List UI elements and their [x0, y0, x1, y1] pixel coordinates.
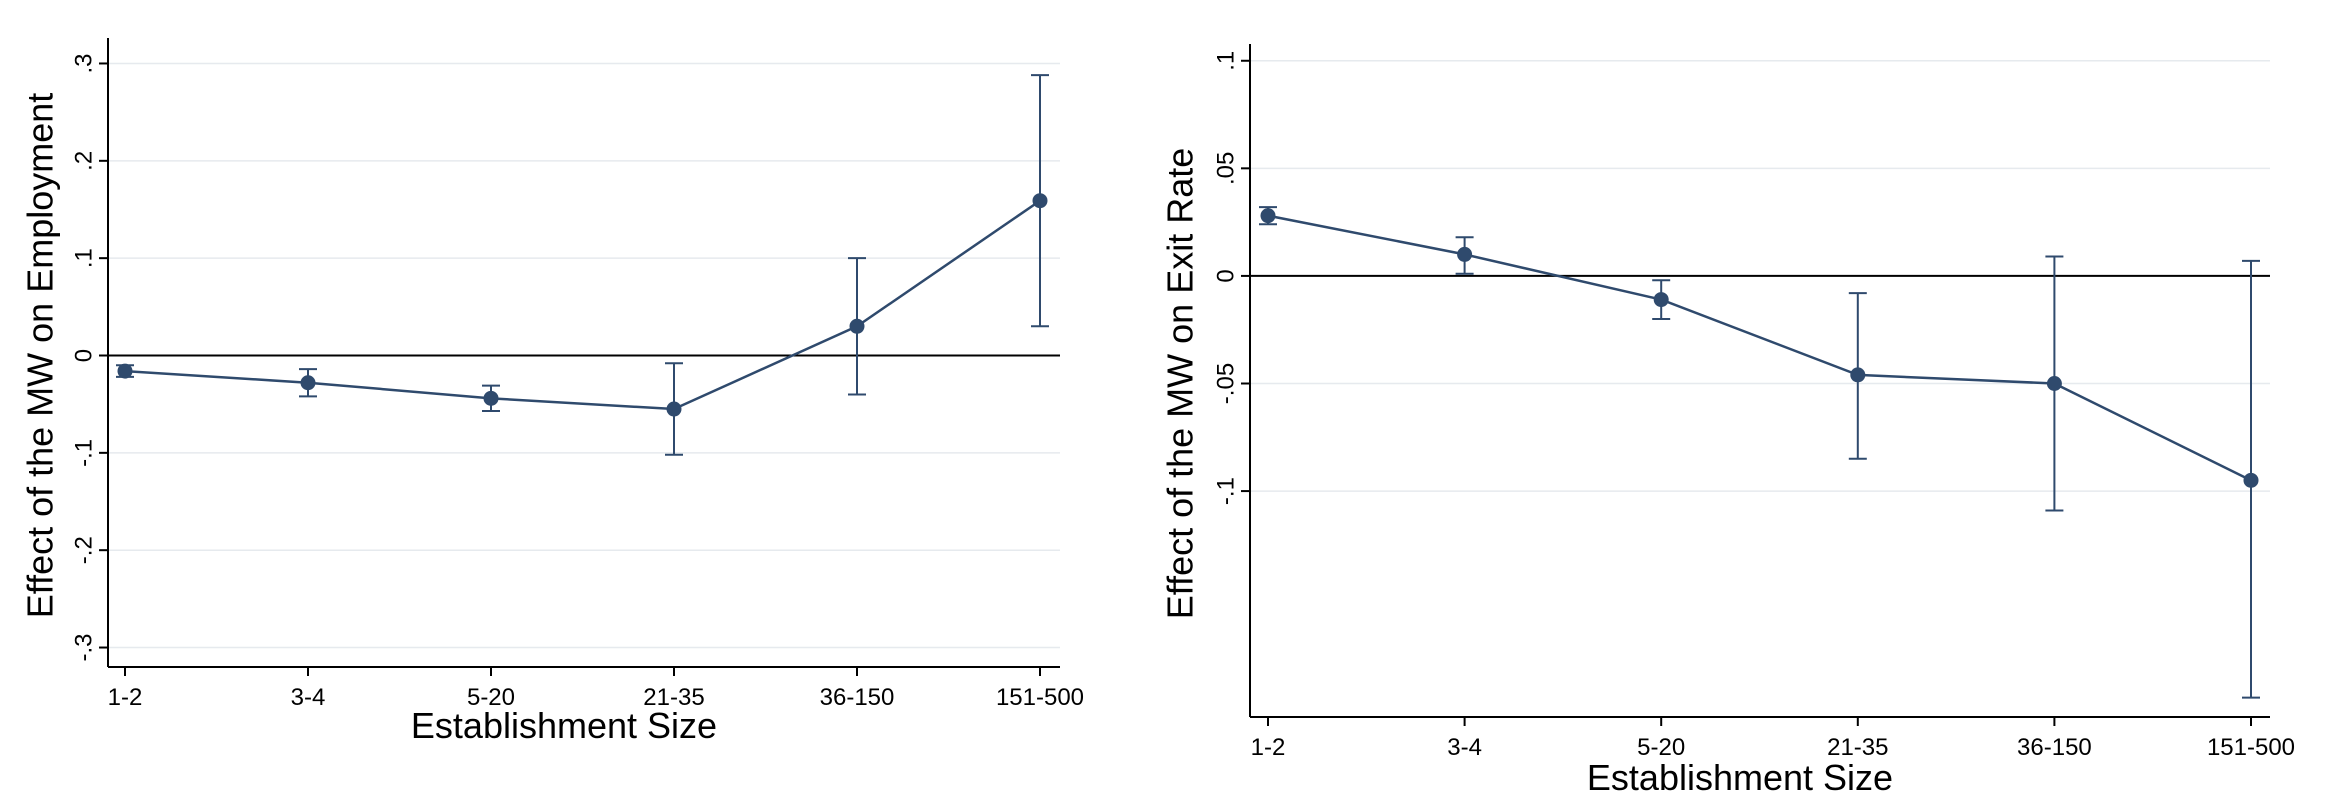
x-tick-label: 36-150 — [820, 684, 895, 711]
data-point — [1850, 367, 1866, 383]
y-tick-label: 0 — [71, 349, 98, 362]
x-tick-label: 21-35 — [643, 684, 704, 711]
data-point — [300, 375, 316, 391]
y-tick-label: -.05 — [1213, 363, 1240, 404]
x-tick-label: 5-20 — [1637, 734, 1685, 761]
data-point — [1653, 292, 1669, 308]
series-line — [1267, 214, 2252, 482]
y-tick-label: .2 — [71, 151, 98, 171]
y-axis-title: Effect of the MW on Employment — [20, 93, 61, 619]
data-point — [117, 363, 133, 379]
x-tick-label: 5-20 — [467, 684, 515, 711]
y-axis-title: Effect of the MW on Exit Rate — [1160, 148, 1201, 620]
y-tick-label: 0 — [1213, 269, 1240, 282]
x-tick-label: 151-500 — [996, 684, 1084, 711]
y-tick-label: .1 — [71, 248, 98, 268]
y-tick-label: -.1 — [1213, 477, 1240, 505]
y-tick-label: -.3 — [71, 634, 98, 662]
x-axis-title: Establishment Size — [1587, 757, 1893, 798]
exit-rate-chart: -.1 -.05 0 .05 .1 1-2 3-4 5-20 21-35 36-150 151-50… — [1160, 44, 2295, 798]
x-tick-label: 1-2 — [108, 684, 143, 711]
x-axis-title: Establishment Size — [411, 705, 717, 746]
data-point — [2046, 376, 2062, 391]
y-tick-label: .05 — [1213, 152, 1240, 185]
data-point — [2243, 472, 2259, 488]
y-tick-label: .1 — [1213, 51, 1240, 71]
employment-chart: -.3 -.2 -.1 0 .1 .2 .3 1-2 3-4 5-20 21-35 36-150 151… — [20, 38, 1084, 746]
x-tick-label: 36-150 — [2017, 734, 2092, 761]
x-tick-label: 1-2 — [1251, 734, 1286, 761]
y-tick-label: -.2 — [71, 536, 98, 564]
data-point — [483, 390, 499, 406]
x-tick-label: 21-35 — [1827, 734, 1888, 761]
x-tick-label: 3-4 — [1447, 734, 1482, 761]
x-tick-label: 3-4 — [291, 684, 326, 711]
data-point — [666, 401, 682, 417]
data-point — [1032, 193, 1048, 209]
data-point — [1260, 208, 1276, 224]
y-tick-label: .3 — [71, 53, 98, 73]
data-point — [849, 318, 865, 334]
series-line — [124, 199, 1041, 411]
data-point — [1457, 246, 1473, 262]
x-tick-label: 151-500 — [2207, 734, 2295, 761]
y-tick-label: -.1 — [71, 439, 98, 467]
